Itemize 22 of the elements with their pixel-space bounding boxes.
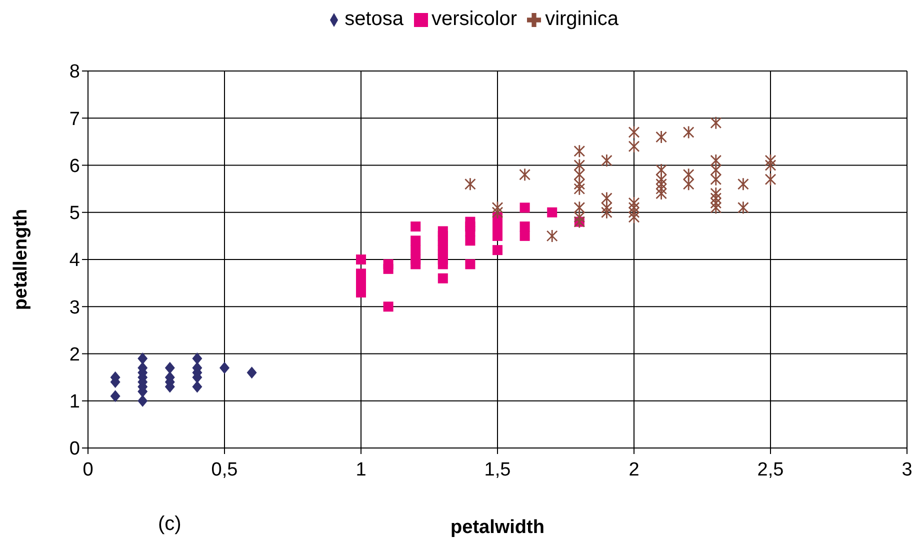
y-tick-label: 3 — [69, 297, 80, 318]
y-tick-label: 0 — [69, 438, 80, 460]
x-tick-label: 2,5 — [757, 459, 784, 480]
y-tick-label: 1 — [69, 392, 80, 413]
x-tick-label: 0 — [82, 459, 94, 480]
y-axis-title: petallength — [10, 208, 32, 310]
y-tick-label: 5 — [69, 203, 80, 224]
legend-label: setosa — [344, 8, 404, 30]
x-axis-title: petalwidth — [450, 517, 544, 538]
legend-label: versicolor — [432, 8, 518, 30]
x-tick-label: 1 — [356, 459, 366, 480]
x-tick-label: 2 — [628, 459, 640, 480]
y-tick-label: 4 — [69, 250, 80, 272]
x-tick-label: 0,5 — [211, 459, 238, 480]
y-tick-label: 8 — [69, 62, 80, 83]
x-tick-label: 3 — [902, 459, 912, 480]
x-tick-label: 1,5 — [484, 459, 511, 480]
y-tick-label: 2 — [69, 344, 80, 366]
text: (c) — [158, 513, 182, 536]
y-tick-label: 6 — [69, 156, 80, 177]
legend-label: virginica — [545, 8, 618, 30]
y-tick-label: 7 — [69, 108, 80, 130]
